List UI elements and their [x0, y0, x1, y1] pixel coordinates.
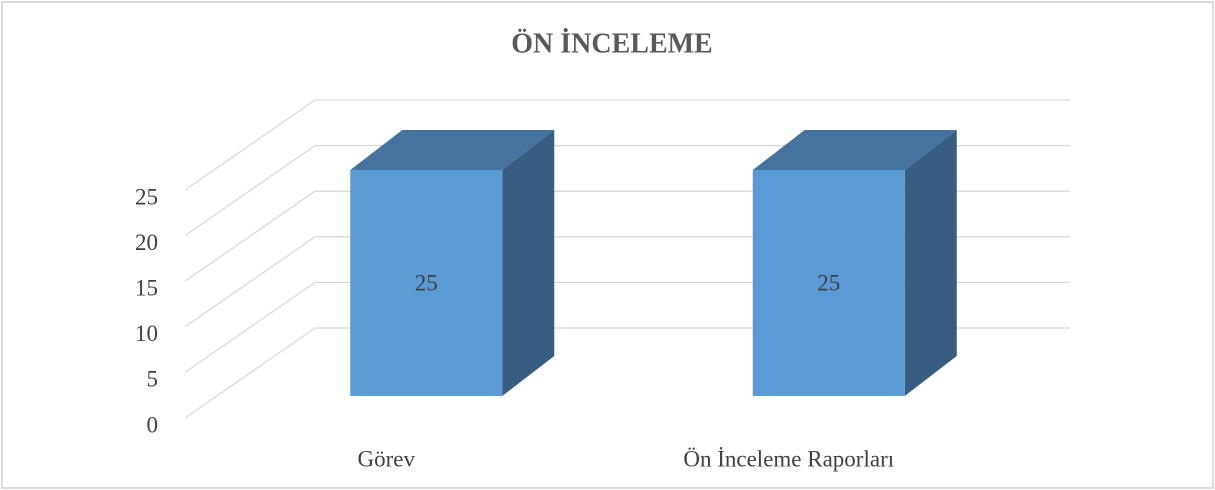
bar-top: [752, 130, 957, 170]
bar-top: [350, 130, 555, 170]
y-tick-label: 10: [135, 321, 158, 346]
x-tick-label: Görev: [358, 446, 416, 471]
y-tick-label: 0: [147, 412, 159, 437]
y-tick-label: 20: [135, 230, 158, 255]
y-tick-label: 5: [147, 367, 159, 392]
bar: [350, 170, 503, 396]
chart-title: ÖN İNCELEME: [511, 28, 712, 59]
x-tick-label: Ön İnceleme Raporları: [683, 446, 894, 471]
bar: [752, 170, 905, 396]
bar-side: [904, 130, 957, 396]
y-tick-label: 15: [135, 275, 158, 300]
grid-line: [184, 99, 1070, 191]
data-label: 25: [415, 270, 438, 295]
data-label: 25: [817, 270, 840, 295]
y-tick-label: 25: [135, 184, 158, 209]
bar-side: [502, 130, 555, 396]
